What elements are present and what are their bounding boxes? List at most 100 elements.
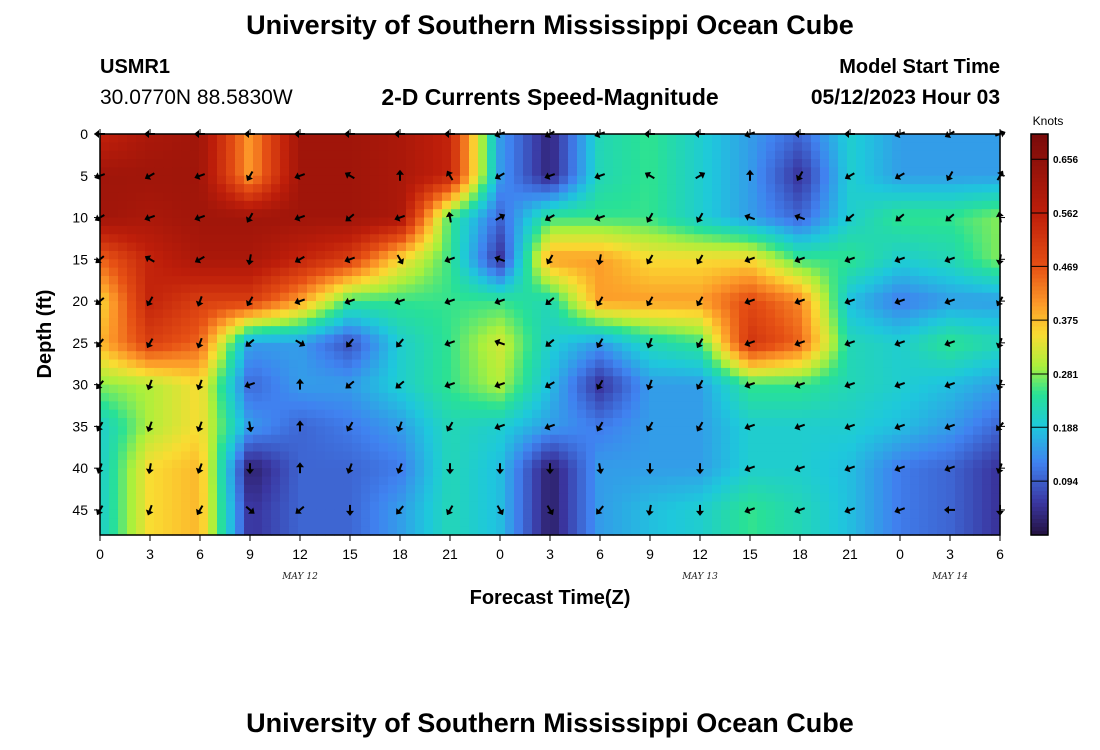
heatmap-cell xyxy=(460,225,470,235)
heatmap-cell xyxy=(145,259,155,269)
heatmap-cell xyxy=(568,392,578,402)
heatmap-cell xyxy=(496,159,506,169)
heatmap-cell xyxy=(901,142,911,152)
heatmap-cell xyxy=(487,234,497,244)
heatmap-cell xyxy=(829,234,839,244)
heatmap-cell xyxy=(388,401,398,411)
heatmap-cell xyxy=(325,501,335,511)
heatmap-cell xyxy=(802,326,812,336)
heatmap-cell xyxy=(919,326,929,336)
heatmap-cell xyxy=(568,217,578,227)
heatmap-cell xyxy=(514,267,524,277)
heatmap-cell xyxy=(280,250,290,260)
heatmap-cell xyxy=(370,250,380,260)
heatmap-cell xyxy=(658,443,668,453)
heatmap-cell xyxy=(919,384,929,394)
heatmap-cell xyxy=(856,418,866,427)
heatmap-cell xyxy=(307,301,317,311)
heatmap-cell xyxy=(244,342,254,352)
heatmap-cell xyxy=(928,484,938,494)
heatmap-cell xyxy=(451,434,461,444)
heatmap-cell xyxy=(973,409,983,419)
heatmap-cell xyxy=(217,225,227,235)
heatmap-cell xyxy=(127,326,137,336)
heatmap-cell xyxy=(523,518,533,528)
heatmap-cell xyxy=(181,359,191,369)
heatmap-cell xyxy=(577,234,587,244)
heatmap-cell xyxy=(469,409,479,419)
heatmap-cell xyxy=(991,175,1001,185)
heatmap-cell xyxy=(379,451,389,461)
heatmap-cell xyxy=(271,267,281,277)
heatmap-cell xyxy=(406,384,416,394)
heatmap-cell xyxy=(604,301,614,311)
heatmap-cell xyxy=(199,326,209,336)
heatmap-cell xyxy=(847,526,857,536)
heatmap-cell xyxy=(874,134,884,143)
heatmap-cell xyxy=(289,359,299,369)
heatmap-cell xyxy=(496,209,506,219)
heatmap-cell xyxy=(343,326,353,336)
heatmap-cell xyxy=(640,434,650,444)
heatmap-cell xyxy=(613,309,623,319)
heatmap-cell xyxy=(883,359,893,369)
heatmap-cell xyxy=(901,484,911,494)
heatmap-cell xyxy=(496,376,506,386)
heatmap-cell xyxy=(181,142,191,152)
heatmap-cell xyxy=(703,384,713,394)
heatmap-cell xyxy=(235,242,245,252)
heatmap-cell xyxy=(775,401,785,411)
heatmap-cell xyxy=(361,267,371,277)
heatmap-cell xyxy=(802,426,812,436)
heatmap-cell xyxy=(856,459,866,469)
heatmap-cell xyxy=(469,184,479,194)
heatmap-cell xyxy=(829,476,839,486)
heatmap-cell xyxy=(478,401,488,411)
heatmap-cell xyxy=(280,184,290,194)
heatmap-cell xyxy=(487,518,497,528)
heatmap-cell xyxy=(289,426,299,436)
heatmap-cell xyxy=(244,493,254,503)
heatmap-cell xyxy=(118,134,128,143)
heatmap-cell xyxy=(343,509,353,519)
heatmap-cell xyxy=(424,225,434,235)
heatmap-cell xyxy=(550,384,560,394)
heatmap-cell xyxy=(739,142,749,152)
heatmap-cell xyxy=(199,459,209,469)
heatmap-cell xyxy=(856,301,866,311)
heatmap-cell xyxy=(766,217,776,227)
heatmap-cell xyxy=(253,134,263,143)
heatmap-cell xyxy=(937,443,947,453)
heatmap-cell xyxy=(730,443,740,453)
heatmap-cell xyxy=(784,443,794,453)
heatmap-cell xyxy=(757,250,767,260)
heatmap-cell xyxy=(847,384,857,394)
heatmap-cell xyxy=(928,384,938,394)
heatmap-cell xyxy=(253,459,263,469)
heatmap-cell xyxy=(118,426,128,436)
heatmap-cell xyxy=(154,359,164,369)
heatmap-cell xyxy=(577,443,587,453)
heatmap-cell xyxy=(514,242,524,252)
heatmap-cell xyxy=(694,351,704,361)
heatmap-cell xyxy=(829,451,839,461)
heatmap-cell xyxy=(208,459,218,469)
heatmap-cell xyxy=(172,217,182,227)
heatmap-cell xyxy=(163,451,173,461)
heatmap-cell xyxy=(685,443,695,453)
heatmap-cell xyxy=(172,242,182,252)
heatmap-cell xyxy=(388,351,398,361)
heatmap-cell xyxy=(910,175,920,185)
heatmap-cell xyxy=(559,493,569,503)
heatmap-cell xyxy=(829,150,839,160)
heatmap-cell xyxy=(811,426,821,436)
heatmap-cell xyxy=(514,376,524,386)
heatmap-cell xyxy=(415,209,425,219)
heatmap-cell xyxy=(595,392,605,402)
current-arrow xyxy=(794,506,806,515)
heatmap-cell xyxy=(964,326,974,336)
heatmap-cell xyxy=(550,234,560,244)
heatmap-cell xyxy=(613,334,623,344)
heatmap-cell xyxy=(262,526,272,536)
heatmap-cell xyxy=(838,276,848,285)
